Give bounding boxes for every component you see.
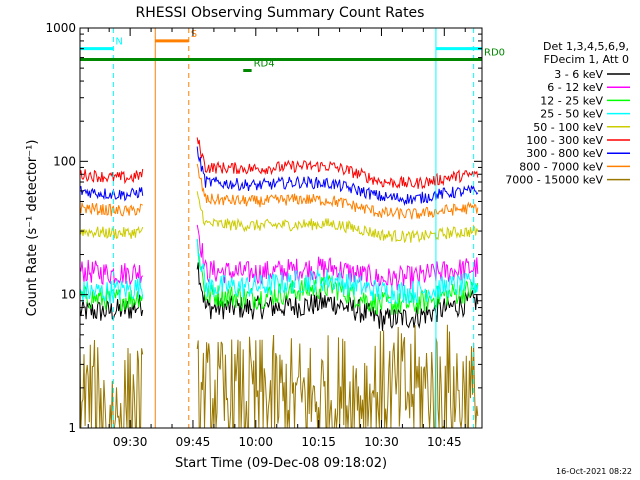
series-line-50-100-kev-2 bbox=[196, 191, 479, 244]
series-line-6-12-kev-1 bbox=[79, 259, 144, 286]
axis-layer: 1 10 100 1000 09:30 09:45 10:00 10:15 10:30 10:45 bbox=[45, 21, 482, 449]
legend-label-12-25-kev: 12 - 25 keV bbox=[540, 94, 603, 107]
series-line-3-6-kev-2 bbox=[196, 262, 479, 331]
series-line-25-50-kev-2 bbox=[196, 238, 479, 304]
marker-layer: N S RD0 RD4 bbox=[79, 28, 505, 428]
series-line-7000-15000-kev-1 bbox=[79, 338, 144, 429]
legend-label-100-300-kev: 100 - 300 keV bbox=[526, 134, 603, 147]
annotation-rd0-label: RD0 bbox=[484, 48, 505, 59]
legend-label-25-50-kev: 25 - 50 keV bbox=[540, 108, 603, 121]
x-tick-label-10-30: 10:30 bbox=[364, 435, 399, 449]
timestamp: 16-Oct-2021 08:22 bbox=[556, 467, 632, 476]
x-tick-label-09-30: 09:30 bbox=[113, 435, 148, 449]
series-line-300-800-kev-2 bbox=[196, 146, 479, 207]
series-line-100-300-kev-2 bbox=[196, 137, 479, 190]
plot-frame bbox=[79, 27, 483, 429]
x-tick-label-09-45: 09:45 bbox=[176, 435, 211, 449]
legend-label-50-100-kev: 50 - 100 keV bbox=[533, 121, 603, 134]
legend-label-800-7000-kev: 800 - 7000 keV bbox=[519, 160, 603, 173]
chart-title: RHESSI Observing Summary Count Rates bbox=[136, 5, 425, 21]
y-tick-label-100: 100 bbox=[53, 154, 76, 168]
series-line-7000-15000-kev-2 bbox=[196, 324, 479, 430]
annotation-n-label: N bbox=[115, 37, 122, 48]
x-tick-label-10-15: 10:15 bbox=[301, 435, 336, 449]
series-line-100-300-kev-1 bbox=[79, 168, 144, 185]
x-axis-label: Start Time (09-Dec-08 09:18:02) bbox=[175, 456, 387, 471]
legend-label-6-12-kev: 6 - 12 keV bbox=[547, 81, 603, 94]
annotation-rd4-label: RD4 bbox=[254, 59, 275, 70]
y-tick-label-1: 1 bbox=[68, 421, 76, 435]
series-line-800-7000-kev-1 bbox=[79, 202, 143, 217]
y-tick-label-1000: 1000 bbox=[45, 21, 76, 35]
legend-header-line-2: FDecim 1, Att 0 bbox=[544, 53, 629, 66]
y-tick-label-10: 10 bbox=[61, 288, 76, 302]
legend-label-7000-15000-kev: 7000 - 15000 keV bbox=[505, 174, 603, 187]
series-line-25-50-kev-1 bbox=[79, 276, 144, 304]
annotation-s-label: S bbox=[191, 29, 197, 40]
series-line-50-100-kev-1 bbox=[79, 225, 144, 240]
y-axis-label: Count Rate (s⁻¹ detector⁻¹) bbox=[25, 140, 40, 317]
series-line-300-800-kev-1 bbox=[79, 185, 144, 202]
legend: Det 1,3,4,5,6,9, FDecim 1, Att 0 3 - 6 k… bbox=[505, 40, 630, 187]
series-layer bbox=[79, 137, 479, 430]
legend-header-line-1: Det 1,3,4,5,6,9, bbox=[543, 40, 629, 53]
x-tick-label-10-45: 10:45 bbox=[427, 435, 462, 449]
legend-label-300-800-kev: 300 - 800 keV bbox=[526, 147, 603, 160]
x-tick-label-10-00: 10:00 bbox=[238, 435, 273, 449]
legend-label-3-6-kev: 3 - 6 keV bbox=[554, 68, 603, 81]
series-line-800-7000-kev-2 bbox=[196, 163, 479, 220]
